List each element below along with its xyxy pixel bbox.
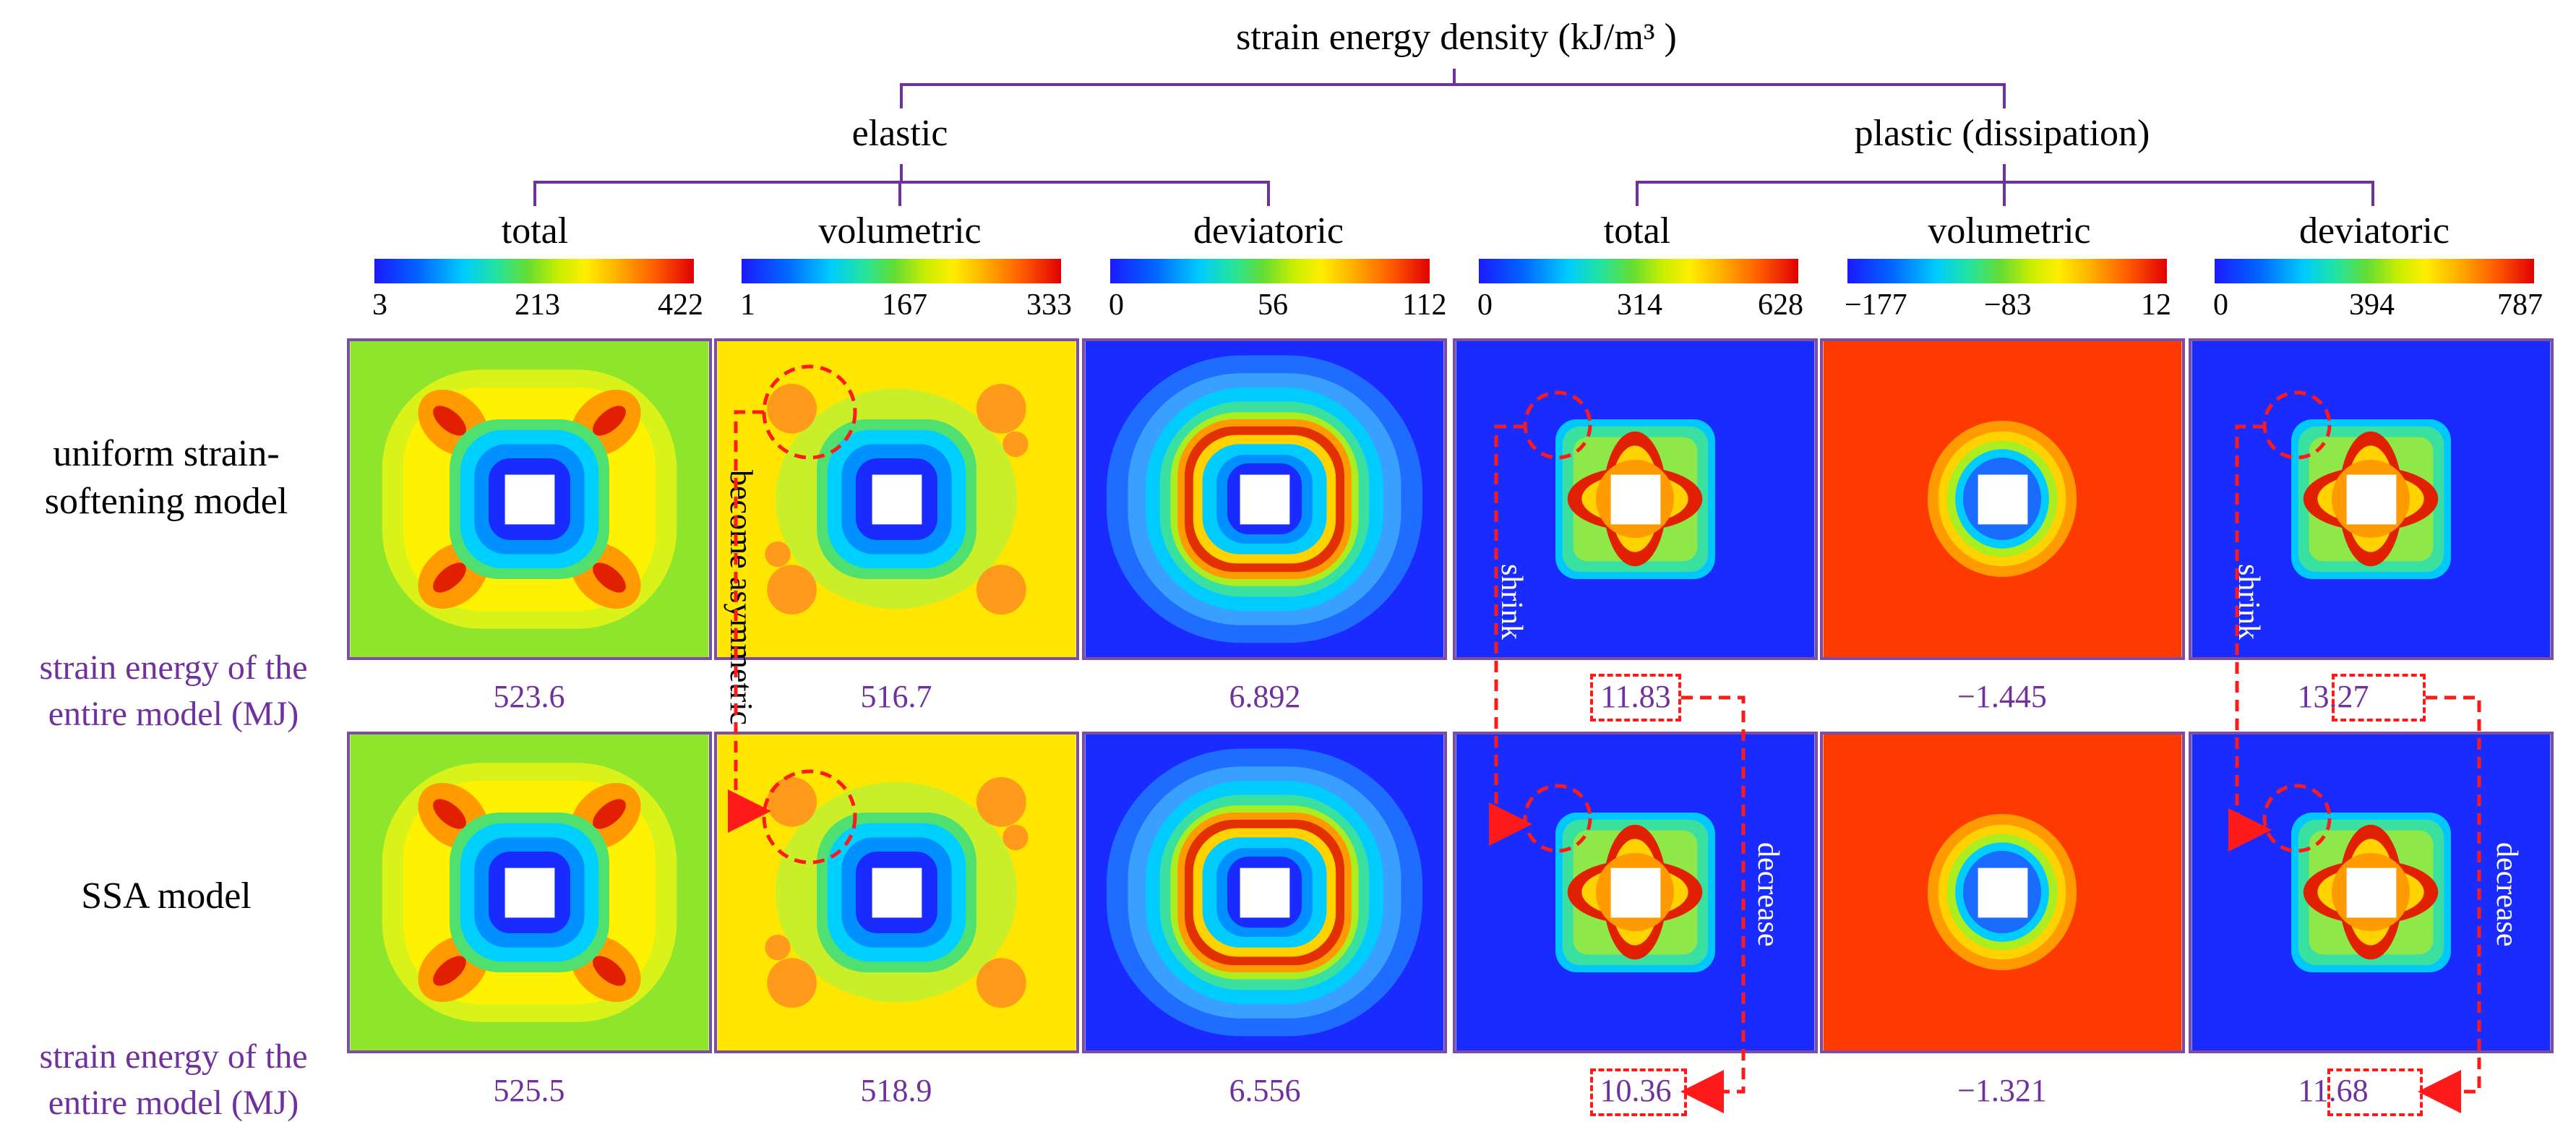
tick-max: 787 [2497, 288, 2543, 322]
group-elastic-label: elastic [851, 113, 948, 154]
annotation-shrink-total: shrink [1495, 564, 1528, 640]
value-row1-elastic-total: 523.6 [493, 679, 565, 714]
value-row2-elastic-total: 525.5 [493, 1073, 565, 1108]
highlight-box-row1-plastic-deviatoric [2332, 674, 2426, 721]
tick-min: −177 [1845, 288, 1907, 322]
column-label-elastic-total: total [501, 210, 569, 252]
row-label-ssa: SSA model [81, 875, 252, 917]
value-row2-plastic-deviatoric: 11.68 [2298, 1073, 2369, 1108]
panel-row2-plastic-total [1453, 732, 1818, 1053]
annotation-decrease-total: decrease [1751, 842, 1785, 947]
figure-title: strain energy density (kJ/m³ ) [1236, 17, 1677, 58]
colorbar-elastic-volumetric [742, 259, 1061, 283]
value-row1-elastic-volumetric: 516.7 [860, 679, 932, 714]
tick-min: 0 [1477, 288, 1493, 322]
tick-max: 12 [2141, 288, 2171, 322]
tick-mid: 394 [2349, 288, 2395, 322]
colorbar-plastic-deviatoric [2215, 259, 2534, 283]
row-label-uniform: uniform strain-softening model [44, 433, 288, 522]
annotation-shrink-deviatoric: shrink [2232, 564, 2265, 640]
tick-max: 422 [658, 288, 703, 322]
column-label-elastic-volumetric: volumetric [818, 210, 982, 252]
panel-row1-plastic-deviatoric [2189, 338, 2554, 660]
tick-mid: 167 [882, 288, 927, 322]
tick-mid: −83 [1984, 288, 2032, 322]
colorbar-plastic-volumetric [1847, 259, 2167, 283]
column-label-plastic-deviatoric: deviatoric [2299, 210, 2450, 252]
value-row2-plastic-total: 10.36 [1600, 1073, 1672, 1108]
energy-label-row1: strain energy of the entire model (MJ) [39, 648, 308, 733]
value-row1-elastic-deviatoric: 6.892 [1229, 679, 1301, 714]
tick-mid: 56 [1258, 288, 1288, 322]
panel-row1-elastic-volumetric [714, 338, 1079, 660]
panel-row2-plastic-deviatoric [2189, 732, 2554, 1053]
tick-max: 112 [1402, 288, 1447, 322]
colorbar-elastic-deviatoric [1110, 259, 1430, 283]
colorbar-elastic-total [374, 259, 694, 283]
panel-row2-elastic-deviatoric [1082, 732, 1447, 1053]
column-label-elastic-deviatoric: deviatoric [1193, 210, 1344, 252]
column-label-plastic-total: total [1603, 210, 1671, 252]
value-row2-elastic-deviatoric: 6.556 [1229, 1073, 1301, 1108]
column-label-plastic-volumetric: volumetric [1928, 210, 2091, 252]
highlight-box-row2-plastic-deviatoric [2327, 1068, 2423, 1116]
annotation-decrease-deviatoric: decrease [2490, 842, 2523, 947]
value-row1-plastic-total: 11.83 [1600, 679, 1671, 714]
colorbar-plastic-total [1479, 259, 1798, 283]
value-row2-plastic-volumetric: −1.321 [1957, 1073, 2047, 1108]
tick-min: 1 [740, 288, 755, 322]
tick-max: 628 [1758, 288, 1803, 322]
panel-row1-elastic-total [347, 338, 712, 660]
tick-max: 333 [1026, 288, 1072, 322]
highlight-box-row1-plastic-total [1590, 674, 1681, 721]
panel-row1-plastic-total [1453, 338, 1818, 660]
panel-row2-elastic-volumetric [714, 732, 1079, 1053]
value-row1-plastic-volumetric: −1.445 [1957, 679, 2047, 714]
group-plastic-label: plastic (dissipation) [1854, 113, 2150, 154]
tick-mid: 314 [1617, 288, 1662, 322]
energy-label-row2: strain energy of the entire model (MJ) [39, 1037, 308, 1122]
tick-mid: 213 [515, 288, 560, 322]
panel-row2-plastic-volumetric [1820, 732, 2185, 1053]
tick-min: 0 [1109, 288, 1124, 322]
annotation-become-asymmetric: become asymmetric [724, 470, 759, 726]
panel-row1-plastic-volumetric [1820, 338, 2185, 660]
panel-row1-elastic-deviatoric [1082, 338, 1447, 660]
tick-min: 0 [2213, 288, 2228, 322]
highlight-box-row2-plastic-total [1590, 1068, 1687, 1116]
value-row2-elastic-volumetric: 518.9 [860, 1073, 932, 1108]
tick-min: 3 [372, 288, 387, 322]
panel-row2-elastic-total [347, 732, 712, 1053]
